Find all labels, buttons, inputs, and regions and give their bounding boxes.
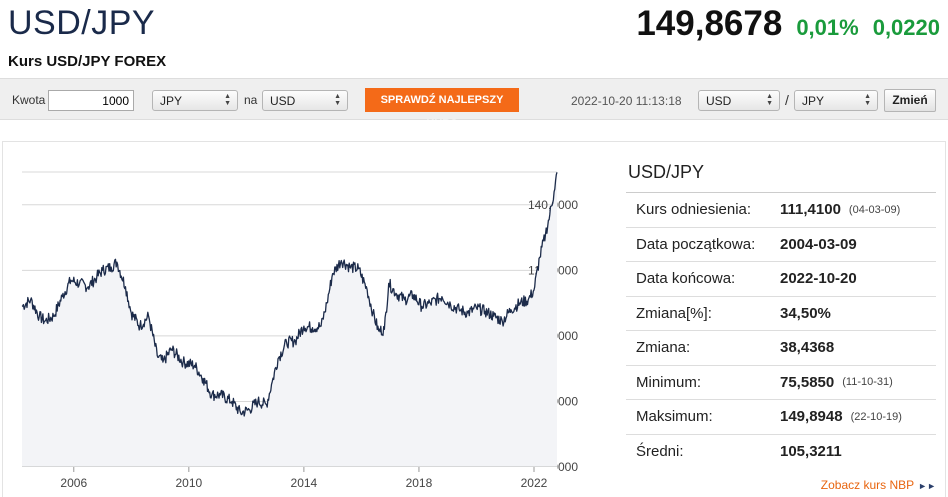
from-currency-select[interactable]: JPY ▲ ▼ xyxy=(152,90,238,111)
stats-value: 38,4368 xyxy=(780,339,835,357)
current-price: 149,8678 xyxy=(636,4,783,43)
change-absolute: 0,0220 xyxy=(872,15,940,40)
x-tick-label: 2014 xyxy=(291,476,318,490)
pair-base-select[interactable]: USD ▲ ▼ xyxy=(698,90,780,111)
converter-toolbar: Kwota JPY ▲▼ na USD ▲▼ SPRAWDŹ NAJLEPSZY… xyxy=(0,78,948,130)
select-arrows-icon: ▲ ▼ xyxy=(334,93,341,107)
stats-value: 75,5850 xyxy=(780,373,835,391)
stats-value: 111,4100 xyxy=(780,201,841,219)
price-chart[interactable]: 60,000080,0000100,0000120,0000140,000020… xyxy=(10,160,584,496)
stats-row: Minimum: 75,5850 (11-10-31) xyxy=(626,366,936,400)
content-panel xyxy=(2,141,946,497)
stats-label: Minimum: xyxy=(636,373,702,391)
x-tick-label: 2006 xyxy=(60,476,87,490)
x-tick-label: 2018 xyxy=(406,476,433,490)
stats-note: (22-10-19) xyxy=(850,410,902,423)
pair-separator: / xyxy=(785,92,789,108)
series-line xyxy=(21,172,558,417)
nbp-rate-link[interactable]: Zobacz kurs NBP ►► xyxy=(821,478,936,492)
stats-row: Maksimum: 149,8948 (22-10-19) xyxy=(626,400,936,435)
page-title: USD/JPY xyxy=(8,4,156,42)
stats-row: Kurs odniesienia: 111,4100 (04-03-09) xyxy=(626,193,936,228)
price-chart-svg: 60,000080,0000100,0000120,0000140,000020… xyxy=(21,171,578,496)
x-tick-label: 2010 xyxy=(175,476,202,490)
select-arrows-icon: ▲ ▼ xyxy=(864,93,871,107)
series-area xyxy=(22,172,557,468)
stats-value: 34,50% xyxy=(780,304,831,322)
nbp-link-label: Zobacz kurs NBP xyxy=(820,478,915,492)
select-arrows-icon: ▲ ▼ xyxy=(766,93,773,107)
double-arrow-right-icon: ►► xyxy=(918,481,936,491)
stats-row: Średni: 105,3211 xyxy=(626,435,936,470)
stats-label: Zmiana[%]: xyxy=(636,304,712,322)
quote-box: 149,8678 0,01% 0,0220 xyxy=(636,4,940,44)
stats-title: USD/JPY xyxy=(626,150,936,193)
stats-label: Średni: xyxy=(636,443,684,461)
pair-base-value: USD xyxy=(706,94,732,108)
stats-table: Kurs odniesienia: 111,4100 (04-03-09) Data … xyxy=(626,193,936,469)
to-currency-select[interactable]: USD ▲ ▼ xyxy=(262,90,348,111)
x-tick-label: 2022 xyxy=(521,476,548,490)
stats-label: Kurs odniesienia: xyxy=(636,201,752,219)
stats-label: Maksimum: xyxy=(636,408,713,426)
x-axis-area xyxy=(22,467,557,496)
stats-row: Zmiana[%]: 34,50% xyxy=(626,297,936,331)
stats-note: (04-03-09) xyxy=(848,203,901,216)
from-currency-value: JPY xyxy=(160,94,183,108)
stats-label: Zmiana: xyxy=(636,339,691,357)
stats-panel: USD/JPY Kurs odniesienia: 111,4100 (04-03-… xyxy=(626,150,936,469)
stats-value: 2004-03-09 xyxy=(780,235,857,253)
to-label: na xyxy=(244,93,258,107)
stats-value: 149,8948 xyxy=(780,408,843,426)
stats-value: 105,3211 xyxy=(780,443,842,461)
stats-row: Data początkowa: 2004-03-09 xyxy=(626,228,936,262)
amount-input[interactable] xyxy=(48,90,134,111)
page-subtitle: Kurs USD/JPY FOREX xyxy=(8,53,167,70)
select-arrows-icon: ▲ ▼ xyxy=(224,93,231,107)
quote-timestamp: 2022-10-20 11:13:18 xyxy=(571,94,682,108)
stats-row: Data końcowa: 2022-10-20 xyxy=(626,262,936,297)
pair-quote-select[interactable]: JPY ▲ ▼ xyxy=(794,90,878,111)
pair-quote-value: JPY xyxy=(802,94,825,108)
stats-value: 2022-10-20 xyxy=(780,270,857,288)
change-pair-button[interactable]: Zmień xyxy=(884,89,936,112)
to-currency-value: USD xyxy=(270,94,296,108)
best-rate-button[interactable]: SPRAWDŹ NAJLEPSZY KURS xyxy=(365,88,519,130)
stats-note: (11-10-31) xyxy=(842,376,893,389)
amount-label: Kwota xyxy=(12,93,46,107)
change-percent: 0,01% xyxy=(796,15,859,40)
stats-label: Data końcowa: xyxy=(636,270,736,288)
stats-label: Data początkowa: xyxy=(636,235,756,253)
stats-row: Zmiana: 38,4368 xyxy=(626,331,936,366)
